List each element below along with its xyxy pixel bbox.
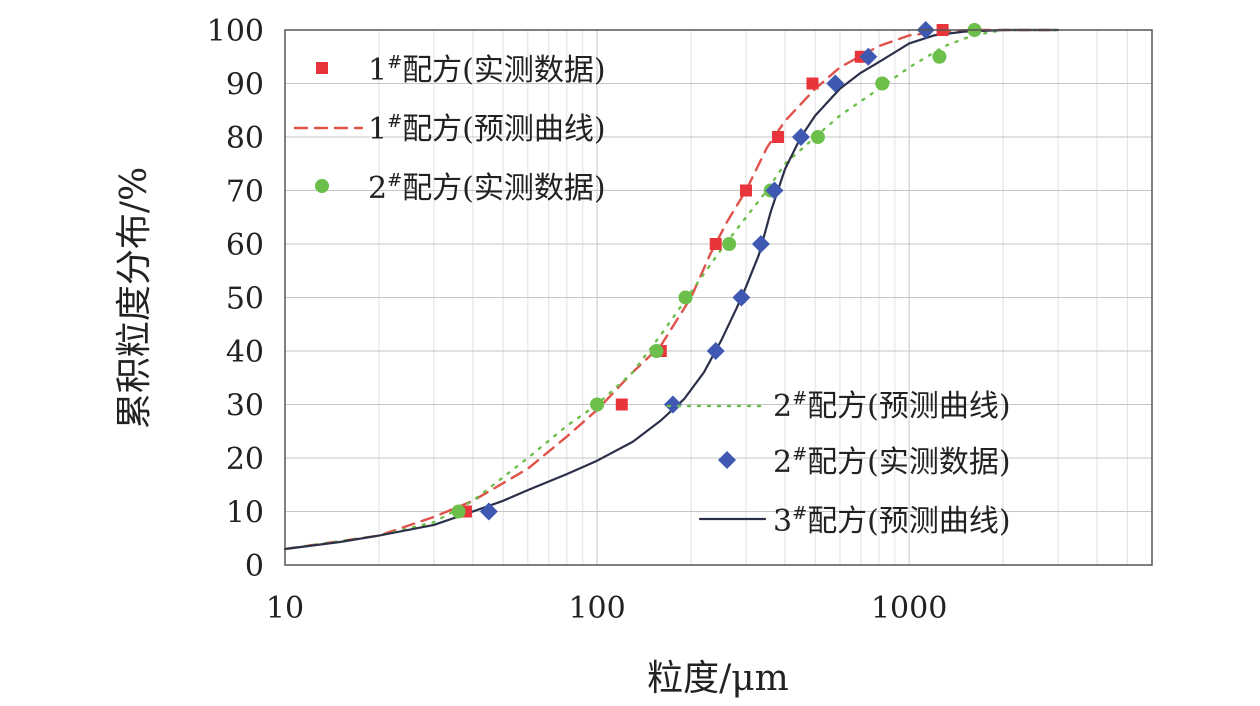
grid (284, 30, 1153, 565)
data-point-3-measured (859, 47, 878, 66)
legend-marker-1-measured (316, 62, 328, 74)
data-point-2-measured (810, 130, 825, 144)
legend-label: 2#配方(实测数据) (773, 444, 1011, 480)
data-point-1-measured (615, 398, 628, 411)
y-tick-label: 100 (207, 14, 264, 49)
data-point-3-measured (791, 128, 810, 146)
y-tick-label: 20 (226, 442, 264, 477)
y-tick-label: 10 (226, 496, 264, 531)
x-tick-label: 100 (568, 591, 625, 626)
legend-label: 2#配方(实测数据) (368, 170, 606, 206)
data-point-3-measured (751, 235, 770, 253)
data-point-2-measured (875, 76, 890, 91)
legend-label: 1#配方(预测曲线) (368, 111, 606, 147)
y-tick-label: 40 (226, 335, 264, 370)
data-point-2-measured (649, 344, 664, 358)
data-point-1-measured (772, 131, 785, 143)
y-tick-label: 90 (226, 68, 264, 103)
y-axis-title: 累积粒度分布/% (114, 167, 155, 429)
data-point-3-measured (706, 342, 725, 360)
data-point-2-measured (678, 290, 693, 305)
data-point-3-measured (479, 502, 498, 521)
legend-marker-2-measured (315, 179, 329, 193)
y-tick-label: 60 (226, 228, 264, 263)
data-point-1-measured (806, 77, 819, 90)
legend-label: 3#配方(预测曲线) (773, 503, 1011, 539)
plot-frame (284, 29, 1153, 566)
y-tick-label: 50 (226, 282, 264, 317)
y-tick-label: 0 (245, 549, 264, 584)
legend: 1#配方(实测数据) 1#配方(预测曲线) 2#配方(实测数据) 2#配方(预测曲线)… (293, 52, 1011, 539)
data-point-2-measured (451, 504, 466, 519)
data-point-1-measured (739, 184, 752, 197)
data-point-1-measured (709, 238, 722, 250)
series-points (451, 21, 982, 521)
x-axis-title: 粒度/μm (647, 658, 789, 699)
data-point-3-measured (663, 395, 682, 414)
data-point-2-measured (722, 237, 737, 251)
data-point-2-measured (590, 397, 605, 412)
data-point-3-measured (765, 181, 784, 200)
x-tick-labels: 10 100 1000 (266, 591, 947, 626)
y-tick-label: 30 (226, 389, 264, 424)
legend-marker-3-measured (718, 451, 736, 469)
legend-label: 2#配方(预测曲线) (773, 388, 1011, 424)
series-line-3-predicted (283, 28, 1060, 551)
y-tick-labels: 0 10 20 30 40 50 60 70 80 90 100 (207, 14, 264, 584)
y-tick-label: 70 (226, 175, 264, 210)
series-line-2-predicted (283, 28, 1060, 551)
x-tick-label: 1000 (871, 591, 947, 626)
y-tick-label: 80 (226, 121, 264, 156)
legend-label: 1#配方(实测数据) (368, 52, 606, 88)
x-tick-label: 10 (266, 591, 304, 626)
data-point-3-measured (732, 288, 751, 307)
data-point-3-measured (826, 74, 845, 93)
data-point-2-measured (932, 49, 947, 64)
